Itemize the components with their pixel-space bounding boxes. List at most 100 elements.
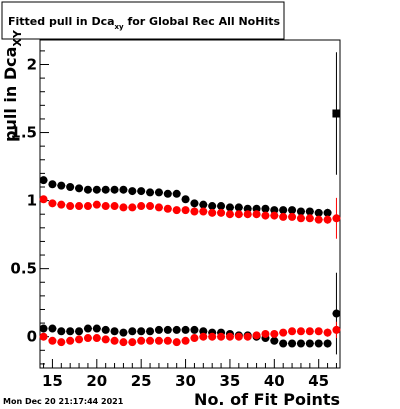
data-marks xyxy=(39,52,341,355)
y-tick-label: 1.5 xyxy=(10,124,37,142)
data-point xyxy=(163,204,172,213)
data-point xyxy=(128,187,137,196)
data-point xyxy=(234,203,243,212)
data-point xyxy=(48,336,57,345)
data-point xyxy=(323,328,332,337)
x-tick-label: 45 xyxy=(308,372,329,390)
data-point xyxy=(270,211,279,220)
data-point xyxy=(154,203,163,212)
data-point xyxy=(172,206,181,215)
data-point xyxy=(128,203,137,212)
x-tick-label: 40 xyxy=(264,372,285,390)
data-point xyxy=(66,202,75,211)
data-point xyxy=(296,214,305,223)
data-point xyxy=(288,206,297,215)
data-point xyxy=(163,325,172,334)
data-point xyxy=(323,208,332,217)
data-point xyxy=(243,210,252,219)
data-point xyxy=(39,332,48,341)
data-point xyxy=(181,206,190,215)
chart-title-rest: for Global Rec All NoHits xyxy=(124,15,281,28)
data-point xyxy=(146,336,155,345)
data-point xyxy=(243,332,252,341)
chart-title: Fitted pull in Dcaxy for Global Rec All … xyxy=(8,15,280,31)
data-point xyxy=(154,336,163,345)
data-point xyxy=(75,202,84,211)
data-point xyxy=(208,202,217,211)
data-point xyxy=(101,335,110,344)
data-point xyxy=(314,208,323,217)
data-point xyxy=(154,188,163,197)
y-tick-label: 1 xyxy=(27,192,37,210)
data-point xyxy=(190,325,199,334)
data-point xyxy=(154,325,163,334)
data-point xyxy=(101,325,110,334)
data-point xyxy=(110,327,119,336)
data-point xyxy=(270,336,279,345)
data-point xyxy=(57,327,66,336)
data-point xyxy=(217,208,226,217)
data-point xyxy=(128,338,137,347)
data-point xyxy=(163,336,172,345)
data-point xyxy=(110,202,119,211)
y-tick-label: 0.5 xyxy=(10,260,37,278)
data-point xyxy=(296,327,305,336)
data-point xyxy=(305,214,314,223)
y-tick-label: 0 xyxy=(27,328,37,346)
y-axis-title-main: pull in Dca xyxy=(1,47,20,142)
data-point xyxy=(137,187,146,196)
data-point xyxy=(83,334,92,343)
data-point xyxy=(314,215,323,224)
data-point xyxy=(172,189,181,198)
data-point xyxy=(288,339,297,348)
chart-title-sub: xy xyxy=(115,23,125,31)
chart-title-main: Fitted pull in Dca xyxy=(8,15,115,28)
data-point xyxy=(172,325,181,334)
data-point xyxy=(288,327,297,336)
data-point xyxy=(225,332,234,341)
data-point xyxy=(270,329,279,338)
data-point xyxy=(172,338,181,347)
data-point xyxy=(305,207,314,216)
data-point xyxy=(66,336,75,345)
x-tick-label: 30 xyxy=(175,372,196,390)
data-point xyxy=(101,185,110,194)
data-point xyxy=(48,324,57,333)
data-point xyxy=(83,185,92,194)
data-point xyxy=(101,202,110,211)
data-point xyxy=(181,336,190,345)
data-point xyxy=(279,212,288,221)
data-point xyxy=(57,200,66,209)
data-point xyxy=(199,207,208,216)
series-0 xyxy=(39,52,341,217)
data-point xyxy=(217,202,226,211)
x-tick-label: 35 xyxy=(220,372,241,390)
series-1 xyxy=(39,195,341,239)
data-point xyxy=(48,180,57,189)
data-point xyxy=(261,329,270,338)
data-point xyxy=(190,334,199,343)
data-point xyxy=(110,336,119,345)
data-point xyxy=(92,185,101,194)
y-axis-title: pull in DcaXY xyxy=(1,29,24,142)
title-box: Fitted pull in Dcaxy for Global Rec All … xyxy=(1,1,285,40)
y-axis-title-sub: XY xyxy=(11,29,24,46)
data-point xyxy=(137,327,146,336)
data-point xyxy=(279,328,288,337)
data-point xyxy=(314,327,323,336)
timestamp: Mon Dec 20 21:17:44 2021 xyxy=(3,397,124,406)
data-point xyxy=(163,189,172,198)
data-point xyxy=(146,327,155,336)
x-tick-label: 15 xyxy=(42,372,63,390)
data-point xyxy=(225,210,234,219)
data-point xyxy=(75,327,84,336)
data-point xyxy=(57,338,66,347)
data-point xyxy=(39,195,48,204)
data-point xyxy=(217,332,226,341)
data-point xyxy=(305,327,314,336)
title-box-frame xyxy=(1,1,285,40)
data-point xyxy=(119,185,128,194)
data-point xyxy=(119,338,128,347)
data-point xyxy=(332,109,341,118)
data-point xyxy=(323,339,332,348)
